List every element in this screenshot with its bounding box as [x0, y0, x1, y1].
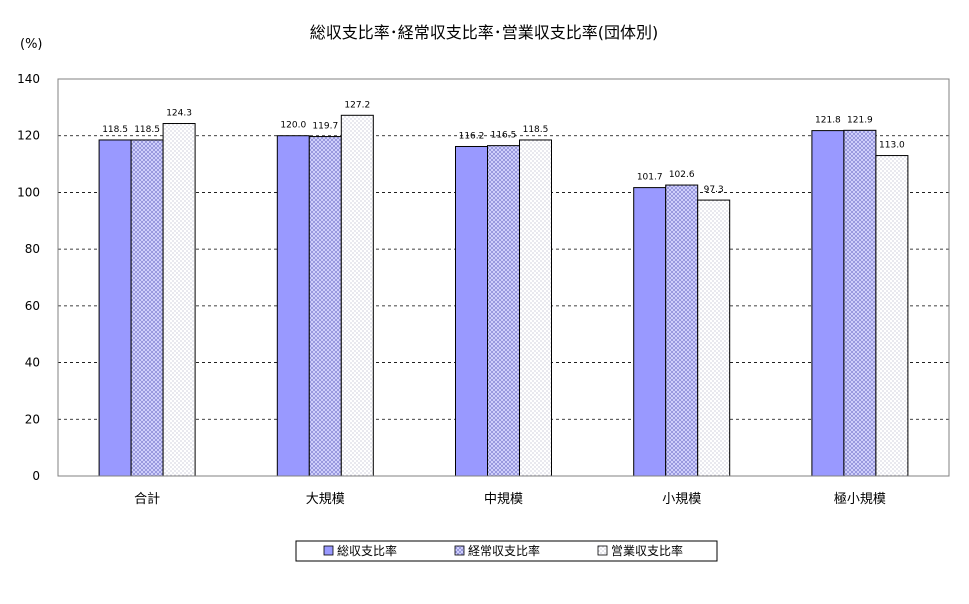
data-label: 124.3	[166, 109, 192, 119]
data-label: 97.3	[704, 185, 724, 195]
y-tick-label: 60	[25, 299, 40, 313]
category-label: 合計	[134, 491, 160, 507]
data-label: 118.5	[134, 125, 160, 135]
data-label: 116.2	[459, 131, 485, 141]
bar-4-2	[875, 155, 909, 477]
legend-label-ordinary: 経常収支比率	[468, 543, 540, 558]
y-tick-labels: 0 20 40 60 80 100 120 140	[17, 72, 40, 483]
data-label: 121.8	[815, 116, 841, 126]
y-tick-label: 140	[17, 72, 40, 86]
category-label: 中規模	[484, 492, 523, 507]
bar-3-0	[633, 187, 667, 477]
legend-box	[295, 540, 718, 562]
bar-0-1	[130, 139, 164, 477]
data-label: 121.9	[847, 115, 873, 125]
data-label: 113.0	[879, 141, 905, 151]
bar-1-2	[340, 114, 374, 477]
legend-swatch-operating	[597, 545, 608, 556]
plot-area-border	[57, 78, 950, 477]
y-tick-label: 80	[25, 242, 40, 256]
bar-4-1	[843, 129, 877, 477]
y-tick-label: 0	[32, 469, 40, 483]
legend-label-operating: 営業収支比率	[611, 543, 683, 558]
category-label: 極小規模	[834, 491, 886, 507]
legend-label-total: 総収支比率	[337, 543, 397, 558]
bar-3-1	[665, 184, 699, 477]
data-label: 118.5	[523, 125, 549, 135]
bar-3-2	[697, 199, 731, 477]
category-label: 大規模	[306, 492, 345, 507]
category-labels: 合計 大規模 中規模 小規模 極小規模	[134, 491, 886, 507]
data-label: 120.0	[280, 121, 306, 131]
bar-2-2	[519, 139, 552, 477]
bars	[98, 114, 909, 477]
legend-swatch-total	[323, 545, 334, 556]
bar-1-0	[276, 135, 310, 477]
chart-title: 総収支比率･経常収支比率･営業収支比率(団体別)	[310, 23, 659, 42]
y-tick-label: 40	[25, 356, 40, 370]
bar-0-2	[162, 123, 196, 477]
bar-2-0	[455, 145, 488, 477]
legend-swatch-ordinary	[454, 545, 465, 556]
y-axis-unit: (%)	[20, 37, 43, 52]
data-label: 119.7	[312, 122, 338, 132]
legend: 総収支比率 経常収支比率 営業収支比率	[295, 540, 718, 562]
bar-4-0	[811, 130, 845, 477]
y-tick-label: 20	[25, 412, 40, 426]
data-label: 118.5	[102, 125, 128, 135]
category-label: 小規模	[662, 492, 701, 507]
data-labels: 118.5 118.5 124.3 120.0 119.7 127.2 116.2 116.5…	[102, 100, 905, 195]
bar-1-1	[308, 136, 342, 477]
data-label: 102.6	[669, 170, 695, 180]
y-tick-label: 120	[17, 129, 40, 143]
data-label: 101.7	[637, 173, 663, 183]
bar-0-0	[98, 139, 132, 477]
bar-2-1	[487, 145, 520, 477]
y-tick-label: 100	[17, 185, 40, 199]
data-label: 127.2	[344, 100, 370, 110]
data-label: 116.5	[491, 131, 517, 141]
